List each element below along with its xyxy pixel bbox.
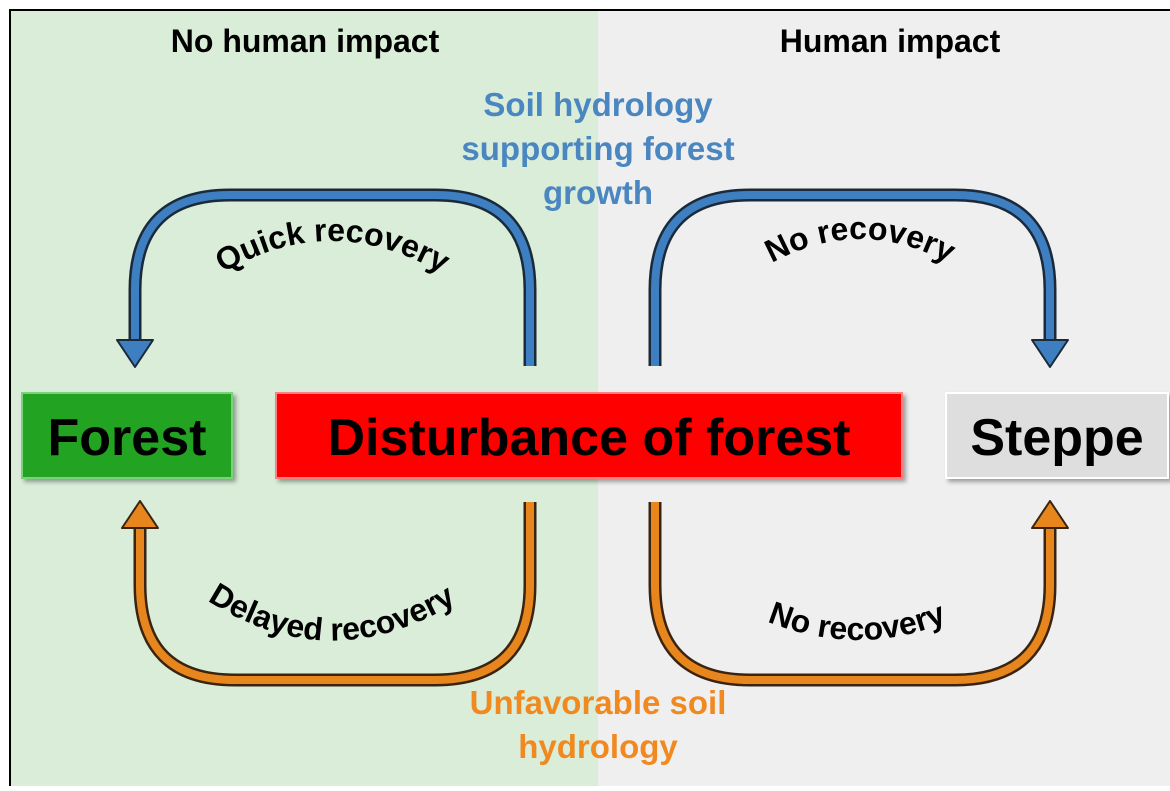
arrow-head [116,339,154,368]
annotation-line: Soil hydrology [483,86,713,123]
arrows [116,188,1069,687]
arrow-delayed-recovery [136,502,534,684]
top-annotation: Soil hydrology supporting forest growth [461,86,734,211]
node-forest [21,392,233,479]
node-label: Forest [48,409,207,467]
header-right: Human impact [780,23,1001,59]
arrow-head [121,500,159,529]
arrow-no-recovery-bottom [651,502,1054,684]
node-label: Disturbance of forest [328,409,851,467]
node-steppe [945,392,1169,479]
annotation-line: Unfavorable soil [470,684,727,721]
bottom-annotation: Unfavorable soil hydrology [470,684,727,765]
arrow-quick-recovery [131,191,534,366]
annotation-line: growth [543,174,653,211]
node-disturbance [275,392,903,479]
header-left: No human impact [171,23,440,59]
arrow-no-recovery [651,191,1054,366]
arrow-head [1031,500,1069,529]
annotation-line: supporting forest [461,130,734,167]
frame [9,9,1170,786]
node-label: Steppe [970,409,1143,467]
arrow-head [1031,339,1069,368]
annotation-line: hydrology [518,728,678,765]
